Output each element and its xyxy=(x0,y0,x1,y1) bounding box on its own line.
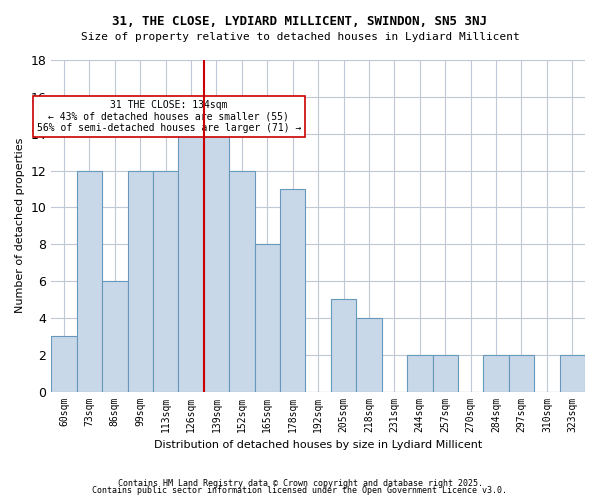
Bar xyxy=(433,354,458,392)
Bar xyxy=(484,354,509,392)
Bar xyxy=(77,170,102,392)
Text: Contains public sector information licensed under the Open Government Licence v3: Contains public sector information licen… xyxy=(92,486,508,495)
Bar xyxy=(178,116,204,392)
X-axis label: Distribution of detached houses by size in Lydiard Millicent: Distribution of detached houses by size … xyxy=(154,440,482,450)
Bar xyxy=(128,170,153,392)
Bar xyxy=(51,336,77,392)
Bar xyxy=(560,354,585,392)
Bar xyxy=(407,354,433,392)
Y-axis label: Number of detached properties: Number of detached properties xyxy=(15,138,25,314)
Bar xyxy=(280,189,305,392)
Bar xyxy=(331,300,356,392)
Bar xyxy=(204,134,229,392)
Text: Contains HM Land Registry data © Crown copyright and database right 2025.: Contains HM Land Registry data © Crown c… xyxy=(118,478,482,488)
Text: Size of property relative to detached houses in Lydiard Millicent: Size of property relative to detached ho… xyxy=(80,32,520,42)
Bar xyxy=(229,170,254,392)
Bar xyxy=(254,244,280,392)
Bar xyxy=(356,318,382,392)
Bar xyxy=(509,354,534,392)
Bar xyxy=(102,281,128,392)
Text: 31 THE CLOSE: 134sqm
← 43% of detached houses are smaller (55)
56% of semi-detac: 31 THE CLOSE: 134sqm ← 43% of detached h… xyxy=(37,100,301,133)
Bar xyxy=(153,170,178,392)
Text: 31, THE CLOSE, LYDIARD MILLICENT, SWINDON, SN5 3NJ: 31, THE CLOSE, LYDIARD MILLICENT, SWINDO… xyxy=(113,15,487,28)
